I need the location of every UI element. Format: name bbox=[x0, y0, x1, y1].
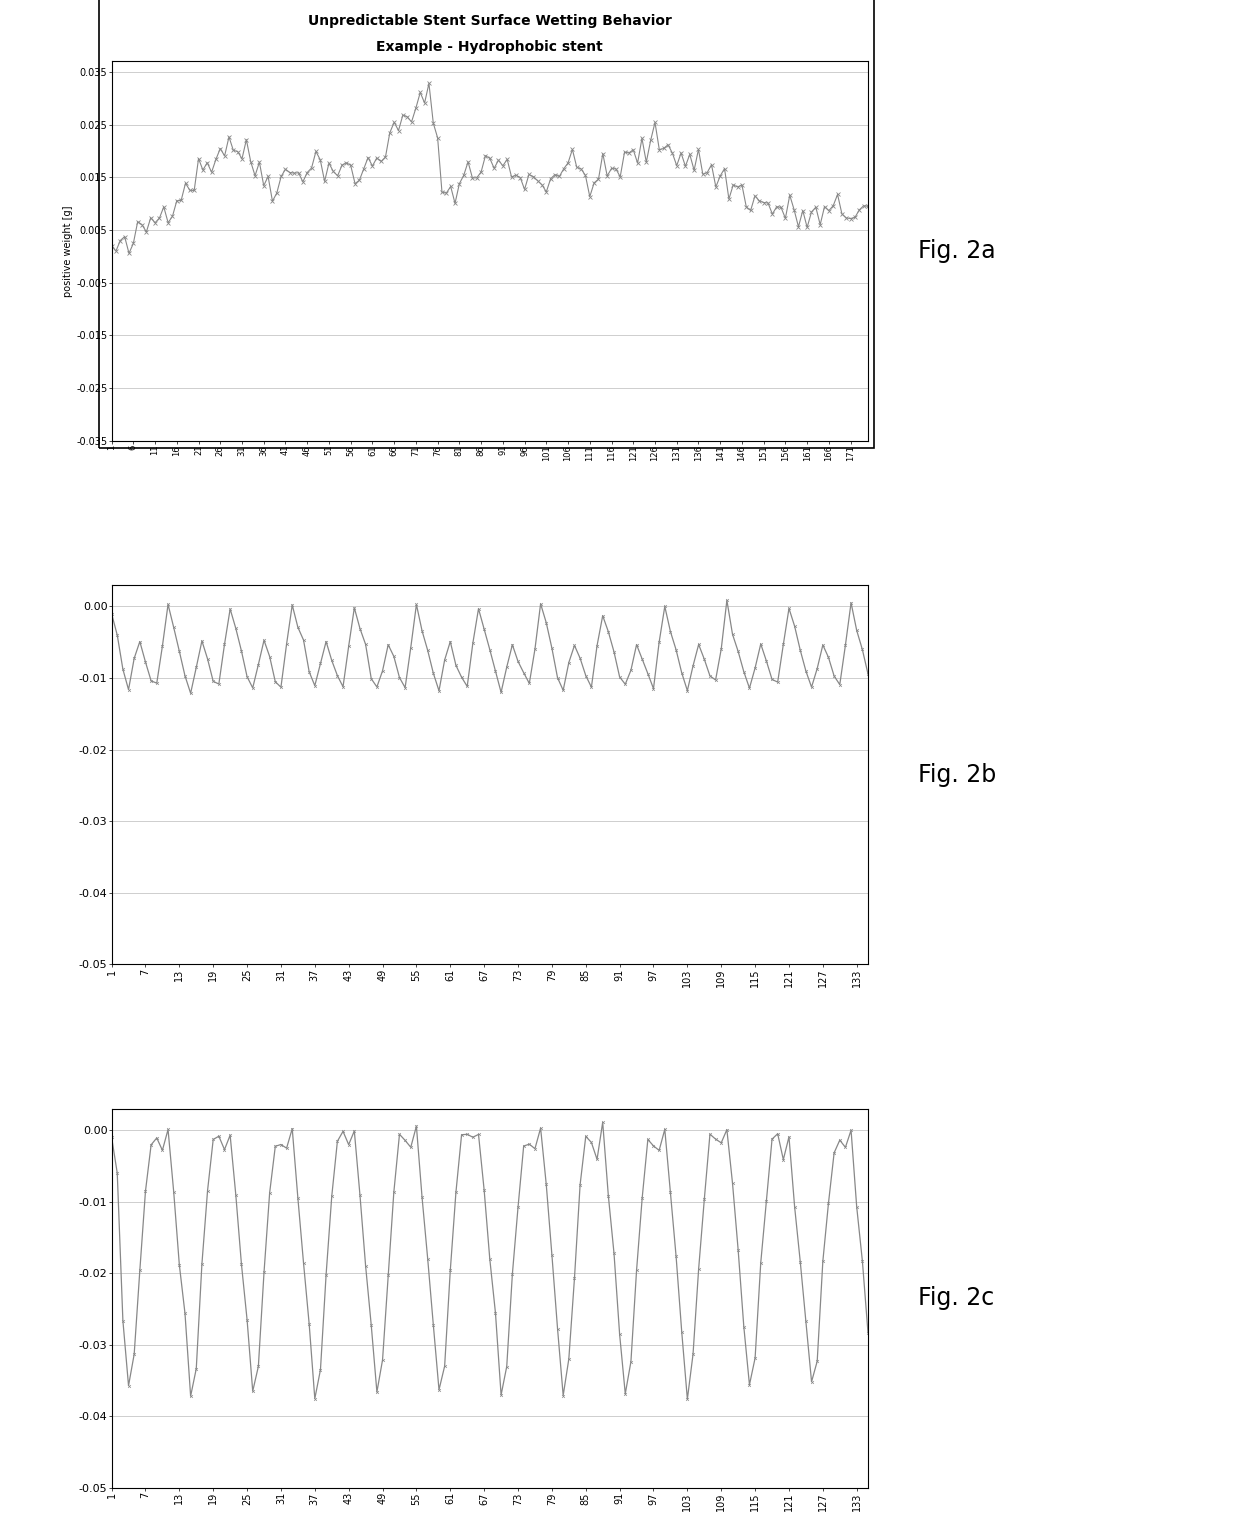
Text: Example - Hydrophobic stent: Example - Hydrophobic stent bbox=[377, 40, 603, 54]
Text: Fig. 2b: Fig. 2b bbox=[918, 762, 996, 787]
Y-axis label: positive weight [g]: positive weight [g] bbox=[63, 206, 73, 296]
Text: Fig. 2a: Fig. 2a bbox=[918, 239, 996, 262]
Text: Fig. 2c: Fig. 2c bbox=[918, 1287, 993, 1310]
Text: Unpredictable Stent Surface Wetting Behavior: Unpredictable Stent Surface Wetting Beha… bbox=[308, 14, 672, 28]
